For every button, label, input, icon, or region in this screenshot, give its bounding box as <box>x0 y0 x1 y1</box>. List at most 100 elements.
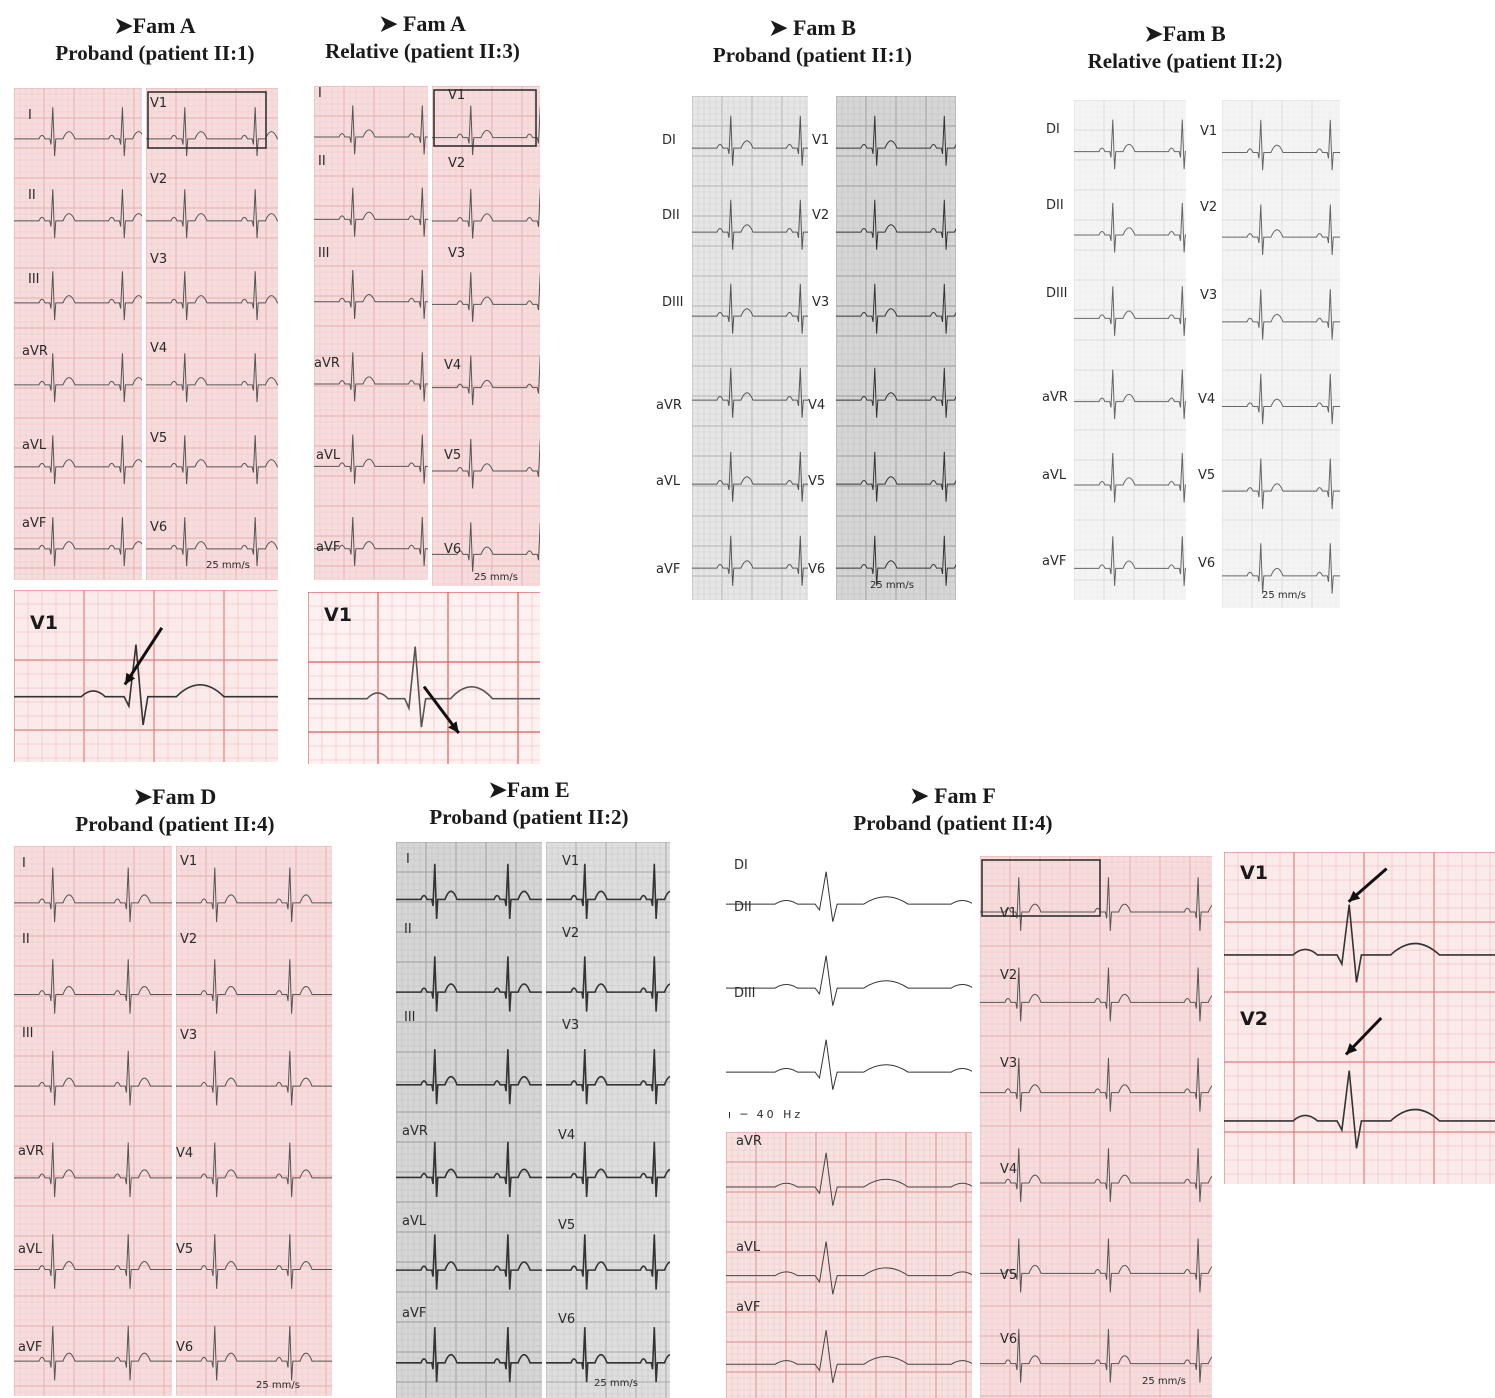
paper-background <box>1222 100 1340 608</box>
ecg-trace <box>836 367 956 418</box>
fam-b-relative-precordial-leads <box>1222 100 1340 608</box>
fam-f-proband-limb-leads-d <box>726 852 972 1104</box>
ecg-trace <box>432 105 540 156</box>
ecg-trace <box>314 434 428 484</box>
lead-label: V4 <box>1000 1162 1018 1177</box>
lead-label: V6 <box>150 520 168 535</box>
patient-label: Proband (patient II:1) <box>712 42 913 67</box>
ecg-paper <box>14 590 278 762</box>
lead-label: III <box>404 1010 416 1025</box>
ecg-trace <box>1074 369 1186 420</box>
family-label: ➤Fam D <box>133 784 217 809</box>
paper-speed: 25 mm/s <box>474 572 518 583</box>
fam-f-proband-v1-v2-zoom <box>1224 852 1495 1184</box>
lead-label: aVR <box>1042 390 1068 405</box>
lead-label: V2 <box>562 926 580 941</box>
ecg-trace <box>14 271 142 321</box>
lead-label: V2 <box>180 932 198 947</box>
ecg-trace <box>692 367 808 418</box>
lead-label: II <box>28 188 36 203</box>
lead-label: V1 <box>812 133 830 148</box>
lead-label: DIII <box>1046 286 1068 301</box>
lead-label: V6 <box>558 1312 576 1327</box>
ecg-trace <box>396 1049 542 1105</box>
lead-label: V4 <box>808 398 826 413</box>
lead-label: V4 <box>176 1146 194 1161</box>
fam-a-relative-limb-leads <box>314 86 428 580</box>
ecg-trace <box>176 1234 332 1289</box>
lead-label: II <box>404 922 412 937</box>
fam-a-proband-limb-leads <box>14 88 142 580</box>
lead-label: V3 <box>562 1018 580 1033</box>
ecg-trace <box>546 1327 670 1383</box>
lead-label: aVF <box>656 562 681 577</box>
paper-background <box>726 1132 972 1398</box>
lead-label: aVR <box>402 1124 428 1139</box>
ecg-trace <box>14 435 142 485</box>
lead-label: V2 <box>812 208 830 223</box>
ecg-trace <box>14 1234 172 1289</box>
lead-label: DII <box>662 208 680 223</box>
annotation-arrow-head <box>448 721 459 734</box>
ecg-trace <box>836 283 956 334</box>
ecg-trace <box>176 1142 332 1198</box>
lead-label: aVF <box>736 1300 761 1315</box>
lead-label: aVL <box>316 448 341 463</box>
ecg-trace <box>432 438 540 489</box>
lead-label: V6 <box>808 562 826 577</box>
ecg-trace <box>1222 543 1340 594</box>
fam-b-proband-header: ➤ Fam B Proband (patient II:1) <box>680 14 945 68</box>
ecg-trace <box>692 199 808 250</box>
ecg-trace <box>980 1328 1212 1383</box>
ecg-trace <box>14 189 142 239</box>
ecg-paper <box>1224 852 1495 1184</box>
paper-speed: 25 mm/s <box>594 1378 638 1389</box>
ecg-trace <box>14 517 142 567</box>
ecg-trace <box>176 1050 332 1106</box>
ecg-trace <box>14 867 172 923</box>
family-label: ➤ Fam B <box>769 15 856 40</box>
ecg-trace <box>314 516 428 567</box>
fam-a-relative-precordial-leads <box>432 86 540 586</box>
lead-label: V4 <box>558 1128 576 1143</box>
paper-background <box>308 592 540 764</box>
v1-highlight-box <box>433 89 537 147</box>
lead-label: DI <box>1046 122 1060 137</box>
ecg-trace <box>692 535 808 586</box>
lead-label: aVR <box>18 1144 44 1159</box>
ecg-trace <box>396 1234 542 1290</box>
paper-speed: 25 mm/s <box>1262 590 1306 601</box>
lead-label: DIII <box>734 986 756 1001</box>
lead-label: aVR <box>656 398 682 413</box>
annotation-arrow-head <box>1345 1043 1358 1055</box>
zoom-lead-label: V1 <box>324 604 352 626</box>
lead-label: V1 <box>150 96 168 111</box>
zoom-lead-label: V2 <box>1240 1008 1268 1030</box>
ecg-trace <box>1074 286 1186 336</box>
ecg-trace <box>726 955 972 1006</box>
patient-label: Relative (patient II:3) <box>325 38 520 63</box>
ecg-trace <box>14 1142 172 1198</box>
ecg-trace <box>396 863 542 919</box>
lead-label: II <box>318 154 326 169</box>
fam-a-proband-v1-zoom <box>14 590 278 762</box>
lead-label: aVR <box>736 1134 762 1149</box>
ecg-trace <box>546 863 670 919</box>
ecg-paper <box>726 1132 972 1398</box>
lead-label: V6 <box>1000 1332 1018 1347</box>
ecg-trace <box>14 353 142 403</box>
lead-label: aVF <box>402 1306 427 1321</box>
fam-b-relative-header: ➤Fam B Relative (patient II:2) <box>1055 20 1315 74</box>
lead-label: aVR <box>314 356 340 371</box>
lead-label: V2 <box>448 156 466 171</box>
lead-label: aVL <box>1042 468 1067 483</box>
fam-a-relative-v1-zoom <box>308 592 540 764</box>
ecg-paper <box>726 852 972 1104</box>
lead-label: aVL <box>402 1214 427 1229</box>
patient-label: Relative (patient II:2) <box>1087 48 1283 73</box>
lead-label: V1 <box>448 88 466 103</box>
lead-label: V3 <box>448 246 466 261</box>
ecg-trace <box>146 189 278 239</box>
lead-label: V5 <box>444 448 462 463</box>
ecg-trace <box>146 353 278 403</box>
